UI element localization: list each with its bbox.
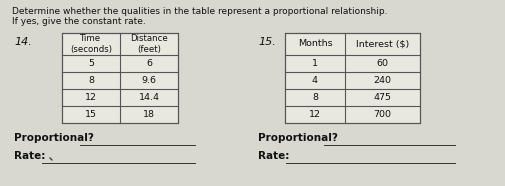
Text: 15: 15 xyxy=(85,110,97,119)
Text: If yes, give the constant rate.: If yes, give the constant rate. xyxy=(12,17,145,26)
Text: Rate:: Rate: xyxy=(258,151,289,161)
Text: 14.: 14. xyxy=(14,37,32,47)
Text: 240: 240 xyxy=(373,76,391,85)
Text: Distance
(feet): Distance (feet) xyxy=(130,34,168,54)
Text: 12: 12 xyxy=(85,93,97,102)
Text: 9.6: 9.6 xyxy=(141,76,156,85)
Text: 8: 8 xyxy=(312,93,317,102)
Text: 18: 18 xyxy=(143,110,155,119)
Text: 4: 4 xyxy=(312,76,317,85)
Text: Months: Months xyxy=(297,39,332,49)
Text: 12: 12 xyxy=(309,110,320,119)
Text: 1: 1 xyxy=(312,59,317,68)
Text: 6: 6 xyxy=(146,59,152,68)
Text: 15.: 15. xyxy=(258,37,275,47)
Text: Determine whether the qualities in the table represent a proportional relationsh: Determine whether the qualities in the t… xyxy=(12,7,387,16)
Text: Proportional?: Proportional? xyxy=(14,133,94,143)
Text: Proportional?: Proportional? xyxy=(258,133,337,143)
Text: 60: 60 xyxy=(376,59,388,68)
Text: Rate:: Rate: xyxy=(14,151,45,161)
Text: Time
(seconds): Time (seconds) xyxy=(70,34,112,54)
Text: 700: 700 xyxy=(373,110,391,119)
Text: Interest ($): Interest ($) xyxy=(355,39,409,49)
Bar xyxy=(284,33,419,123)
Text: 8: 8 xyxy=(88,76,94,85)
Text: 14.4: 14.4 xyxy=(138,93,159,102)
Text: 5: 5 xyxy=(88,59,94,68)
Bar xyxy=(62,33,178,123)
Text: 475: 475 xyxy=(373,93,391,102)
